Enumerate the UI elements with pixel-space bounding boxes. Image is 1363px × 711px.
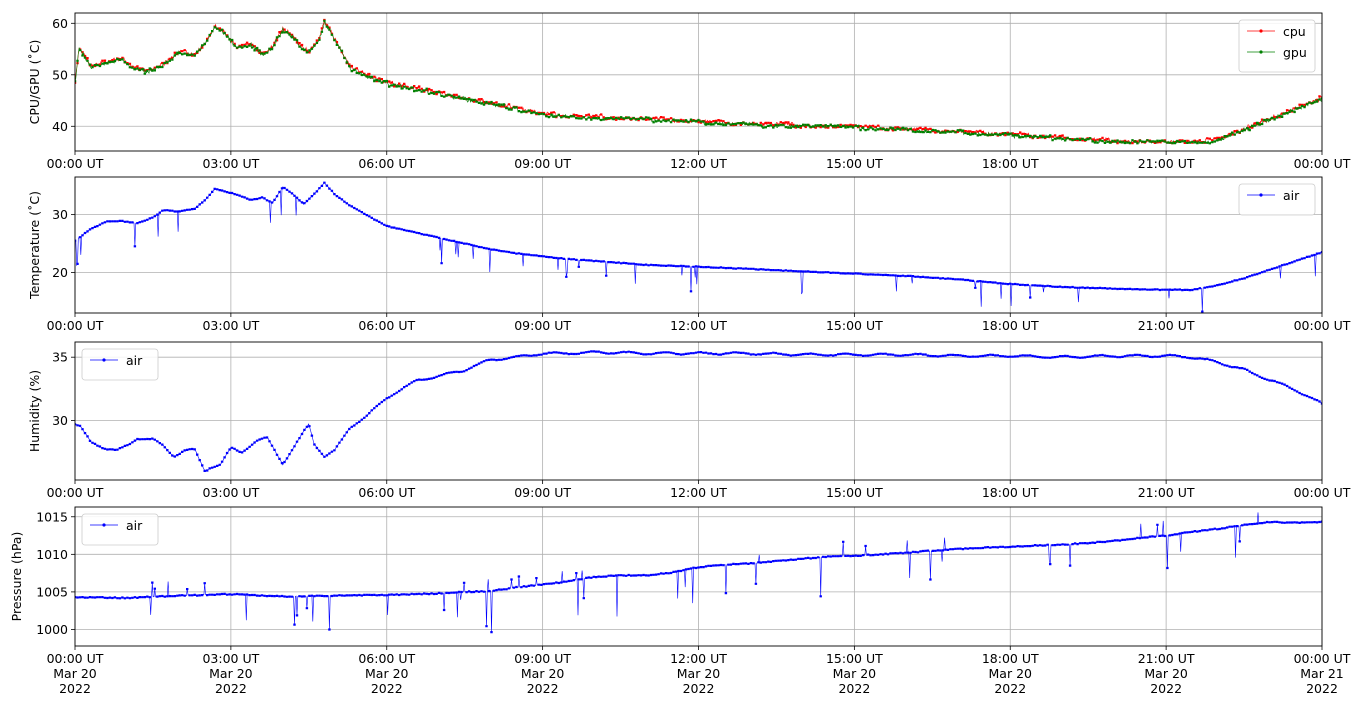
legend: air [81,348,159,381]
series-markers-gpu [75,19,1322,145]
legend-box [1238,19,1316,73]
legend-label-gpu: gpu [1283,45,1307,60]
x-tick-label: 09:00 UT [514,156,571,171]
legend: cpu gpu [1238,19,1316,73]
legend-box [1238,183,1316,216]
panel-1: 00:00 UT 03:00 UT 06:00 UT 09:00 UT 12:00 UT… [27,12,1351,171]
legend-marker-air [102,358,106,362]
x-tick-label: 06:00 UT Mar 20 2022 [358,651,415,696]
x-tick-label: 12:00 UT [670,156,727,171]
x-tick-label: 03:00 UT [202,318,259,333]
y-axis-label: Humidity (%) [27,370,42,452]
x-tick-label: 12:00 UT Mar 20 2022 [670,651,727,696]
axes-frame [74,176,1323,314]
axes-frame [74,12,1323,152]
x-tick-label: 15:00 UT [826,318,883,333]
legend-marker-gpu [1259,50,1263,54]
y-tick-label: 1005 [36,584,68,599]
plot-area [75,350,1322,472]
x-tick-label: 03:00 UT [202,485,259,500]
x-tick-label: 18:00 UT Mar 20 2022 [982,651,1039,696]
x-tick-label: 00:00 UT [47,156,104,171]
y-axis-label: Pressure (hPa) [9,532,24,622]
plot-area [75,18,1322,145]
series-markers-air [75,181,1322,313]
x-tick-label: 00:00 UT Mar 20 2022 [47,651,104,696]
plot-area [75,512,1322,634]
legend-label-air: air [1283,188,1300,203]
axes-frame [74,341,1323,481]
legend-box [81,348,159,381]
y-tick-label: 1015 [36,509,68,524]
y-axis-label: Temperature (˚C) [27,191,42,300]
y-tick-label: 1000 [36,622,68,637]
legend-label-air: air [126,353,143,368]
x-tick-label: 03:00 UT Mar 20 2022 [202,651,259,696]
x-tick-label: 12:00 UT [670,485,727,500]
x-tick-label: 12:00 UT [670,318,727,333]
x-tick-label: 21:00 UT [1138,318,1195,333]
y-tick-label: 35 [52,350,68,365]
series-markers-air [75,350,1322,472]
y-tick-label: 60 [52,16,68,31]
y-tick-label: 30 [52,207,68,222]
x-tick-label: 03:00 UT [202,156,259,171]
x-tick-label: 18:00 UT [982,156,1039,171]
x-tick-label: 15:00 UT [826,485,883,500]
x-tick-label: 00:00 UT [1294,156,1351,171]
x-tick-label: 09:00 UT [514,318,571,333]
axes-frame [74,506,1323,647]
legend-marker-air [1259,193,1263,197]
plot-area [75,181,1322,313]
x-tick-label: 06:00 UT [358,156,415,171]
y-tick-label: 20 [52,265,68,280]
x-tick-label: 06:00 UT [358,318,415,333]
x-tick-label: 21:00 UT [1138,156,1195,171]
legend: air [81,513,159,546]
x-tick-label: 06:00 UT [358,485,415,500]
panel-4: 00:00 UT Mar 20 2022 03:00 UT Mar 20 2022 06:0… [9,506,1351,696]
legend-label-cpu: cpu [1283,24,1306,39]
legend-label-air: air [126,518,143,533]
x-tick-label: 00:00 UT [1294,318,1351,333]
x-tick-label: 09:00 UT Mar 20 2022 [514,651,571,696]
panel-3: 00:00 UT 03:00 UT 06:00 UT 09:00 UT 12:00 UT… [27,341,1351,500]
series-markers-air [75,520,1322,634]
x-tick-label: 15:00 UT Mar 20 2022 [826,651,883,696]
x-tick-label: 00:00 UT Mar 21 2022 [1294,651,1351,696]
x-tick-label: 18:00 UT [982,318,1039,333]
x-tick-label: 15:00 UT [826,156,883,171]
y-tick-label: 1010 [36,547,68,562]
legend-box [81,513,159,546]
x-tick-label: 00:00 UT [47,485,104,500]
legend-marker-cpu [1259,29,1263,33]
y-tick-label: 40 [52,119,68,134]
x-tick-label: 21:00 UT Mar 20 2022 [1138,651,1195,696]
x-tick-label: 00:00 UT [1294,485,1351,500]
legend: air [1238,183,1316,216]
x-tick-label: 00:00 UT [47,318,104,333]
x-tick-label: 21:00 UT [1138,485,1195,500]
panel-2: 00:00 UT 03:00 UT 06:00 UT 09:00 UT 12:00 UT… [27,176,1351,333]
legend-marker-air [102,523,106,527]
y-axis-label: CPU/GPU (˚C) [27,40,42,125]
y-tick-label: 30 [52,413,68,428]
x-tick-label: 09:00 UT [514,485,571,500]
y-tick-label: 50 [52,67,68,82]
x-tick-label: 18:00 UT [982,485,1039,500]
